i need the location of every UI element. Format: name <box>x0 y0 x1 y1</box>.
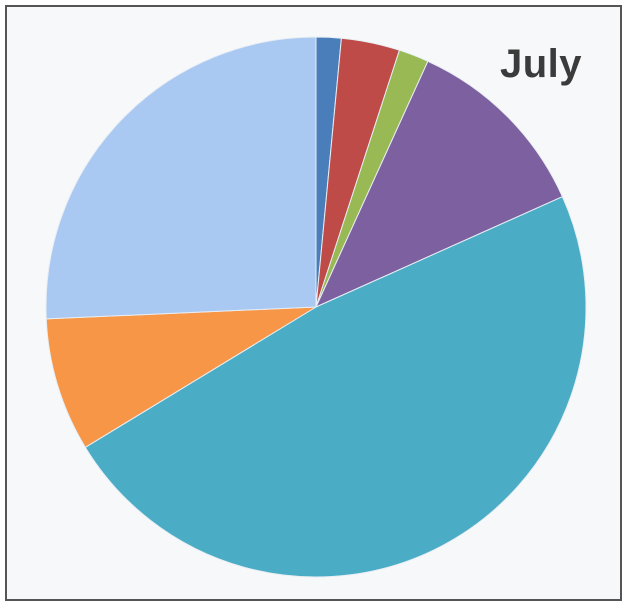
chart-title: July <box>500 42 583 86</box>
pie-slices <box>45 36 587 578</box>
pie-slice-5 <box>84 195 587 578</box>
pie-slice-6 <box>45 306 317 449</box>
pie-slice-4 <box>314 60 564 308</box>
pie-slice-7 <box>45 36 317 320</box>
